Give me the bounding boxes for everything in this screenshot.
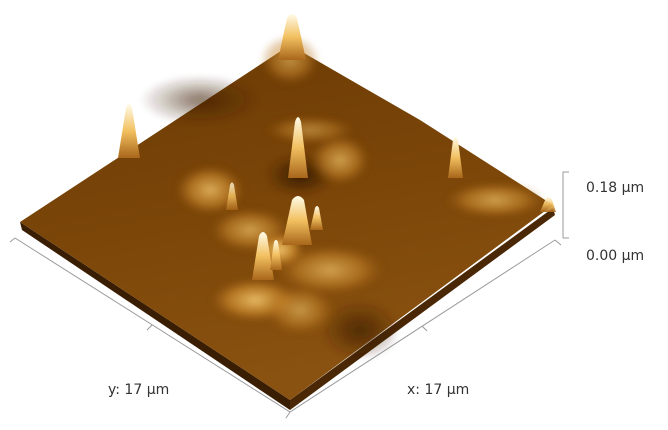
z-tick-label: 0.00 µm (586, 248, 644, 264)
axis-ticks (9, 237, 562, 419)
surface-side (20, 222, 290, 410)
z-axis (562, 171, 569, 239)
y-axis-label: y: 17 µm (108, 382, 169, 398)
peaks (118, 14, 556, 280)
z-tick-label: 0.18 µm (586, 180, 644, 196)
x-axis-label: x: 17 µm (407, 382, 469, 398)
